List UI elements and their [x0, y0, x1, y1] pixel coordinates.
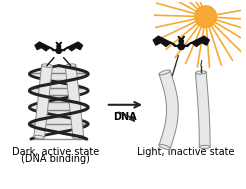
- Ellipse shape: [178, 43, 184, 50]
- Polygon shape: [65, 65, 84, 138]
- Polygon shape: [159, 71, 178, 149]
- Polygon shape: [35, 42, 59, 53]
- Ellipse shape: [73, 135, 84, 139]
- Polygon shape: [29, 66, 88, 82]
- Ellipse shape: [179, 39, 184, 43]
- Polygon shape: [178, 36, 181, 39]
- Text: Light, inactive state: Light, inactive state: [137, 147, 235, 157]
- Ellipse shape: [56, 48, 62, 53]
- Polygon shape: [59, 42, 82, 53]
- Ellipse shape: [65, 64, 76, 67]
- Text: Dark, active state: Dark, active state: [12, 147, 99, 157]
- Ellipse shape: [159, 70, 170, 75]
- Polygon shape: [182, 36, 184, 39]
- Polygon shape: [29, 116, 88, 132]
- Polygon shape: [56, 42, 59, 45]
- Ellipse shape: [42, 64, 52, 67]
- Text: DNA: DNA: [114, 112, 137, 122]
- Polygon shape: [34, 65, 52, 138]
- Polygon shape: [29, 82, 88, 99]
- Polygon shape: [181, 36, 209, 49]
- Ellipse shape: [34, 135, 45, 139]
- Ellipse shape: [196, 71, 206, 74]
- Ellipse shape: [57, 45, 61, 48]
- Text: (DNA binding): (DNA binding): [21, 154, 90, 163]
- Polygon shape: [196, 72, 210, 147]
- Polygon shape: [153, 36, 181, 49]
- Polygon shape: [29, 99, 88, 115]
- Polygon shape: [59, 42, 62, 45]
- Ellipse shape: [159, 144, 170, 149]
- Ellipse shape: [199, 145, 210, 149]
- Ellipse shape: [195, 6, 216, 27]
